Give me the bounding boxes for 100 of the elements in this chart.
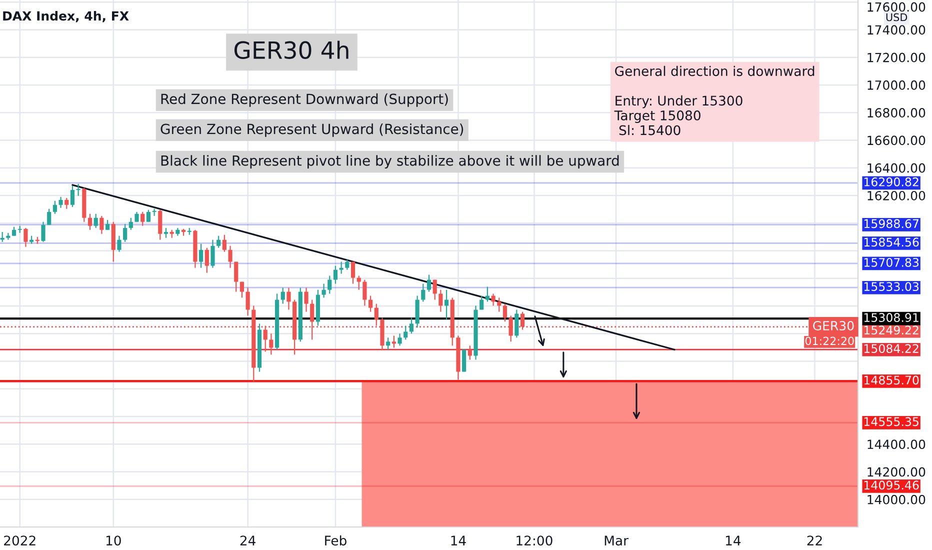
candlestick: [164, 227, 168, 238]
y-tick-label: 17600.00: [868, 2, 926, 12]
candlestick: [210, 239, 215, 268]
candlestick: [468, 345, 472, 360]
x-tick-label: Mar: [604, 536, 628, 546]
annotation: Red Zone Represent Downward (Support): [161, 93, 448, 107]
annotation: Black line Represent pivot line by stabilize above it will be upward: [161, 155, 619, 169]
candlestick: [88, 213, 92, 230]
candlestick: [339, 261, 344, 274]
candlestick: [140, 211, 145, 226]
candlestick: [432, 279, 437, 300]
candlestick: [345, 259, 350, 270]
candlestick: [462, 349, 466, 372]
candlestick: [485, 286, 490, 302]
candlestick: [421, 283, 426, 302]
y-tick-label: 16200.00: [868, 190, 926, 200]
candlestick: [286, 287, 291, 310]
candlestick: [52, 200, 57, 214]
candlestick: [246, 287, 250, 316]
ref-line-label: 15533.03: [864, 282, 919, 292]
annotation: 01:22:20: [805, 336, 854, 346]
ref-line-label: 16290.82: [864, 177, 918, 186]
candlestick: [514, 309, 519, 338]
candlestick: [350, 261, 356, 284]
ref-line-label: 15988.67: [864, 219, 918, 228]
x-tick-label: 12:00: [516, 536, 552, 546]
y-tick-label: 17400.00: [868, 25, 926, 35]
candlestick: [24, 227, 28, 248]
candlestick: [438, 289, 443, 312]
candlestick: [444, 289, 449, 320]
candlestick: [304, 287, 308, 312]
y-tick-label: 16400.00: [868, 163, 926, 173]
annotation: GER30 4h: [234, 40, 348, 60]
y-tick-label: 14400.00: [868, 440, 926, 450]
ref-line-label: 15249.22: [864, 326, 918, 335]
ref-line-label: 15707.83: [864, 258, 919, 267]
x-tick-label: 10: [106, 536, 121, 546]
candlestick: [322, 283, 326, 298]
candlestick: [100, 215, 104, 234]
text: DAX Index, 4h, FX: [3, 10, 129, 22]
ref-line-label: 14555.35: [864, 417, 918, 426]
candlestick: [497, 297, 502, 312]
annotation: Green Zone Represent Upward (Resistance): [160, 123, 464, 137]
candlestick: [117, 235, 122, 252]
candlestick: [491, 293, 496, 306]
candlestick: [386, 337, 390, 350]
x-tick-label: 24: [240, 536, 256, 546]
candlestick: [368, 295, 373, 312]
candlestick: [105, 219, 110, 230]
x-tick-label: 2022: [4, 536, 36, 546]
y-tick-label: 14000.00: [868, 494, 926, 504]
candlestick: [152, 208, 156, 216]
y-tick-label: 14200.00: [868, 467, 926, 477]
candlestick: [392, 335, 396, 348]
candlestick: [328, 275, 332, 294]
candlestick: [41, 221, 46, 242]
candlestick: [480, 295, 484, 310]
candlestick: [204, 247, 209, 274]
text: General direction is downward Entry: Under 15300 Target 15080 Sl: 15400: [614, 66, 814, 136]
candlestick: [240, 281, 244, 298]
candlestick: [409, 317, 414, 334]
candlestick: [426, 274, 432, 292]
ref-line-label: 14095.46: [864, 480, 919, 490]
candlestick: [76, 183, 80, 196]
candlestick: [146, 209, 150, 222]
candlestick: [47, 208, 52, 226]
candlestick: [222, 234, 226, 252]
y-tick-label: 17200.00: [868, 52, 926, 62]
x-tick-label: 14: [726, 536, 741, 546]
candlestick: [280, 287, 285, 304]
candlestick: [415, 295, 420, 328]
annotation: GER30: [813, 320, 854, 330]
candlestick: [70, 185, 75, 208]
candlestick: [158, 209, 162, 240]
x-tick-label: Feb: [325, 535, 346, 546]
candlestick: [356, 275, 361, 290]
x-tick-label: 14: [451, 536, 466, 546]
candlestick: [216, 235, 221, 248]
candlestick: [502, 303, 508, 322]
candlestick: [398, 333, 402, 346]
candlestick: [123, 223, 128, 242]
candlestick: [362, 279, 367, 306]
y-tick-label: 17000.00: [868, 80, 926, 90]
text: USD: [886, 13, 908, 22]
candlestick: [269, 333, 274, 356]
candlestick: [94, 213, 98, 228]
candlestick: [228, 245, 232, 268]
y-tick-label: 16600.00: [868, 136, 926, 146]
ref-line-label: 14855.70: [864, 376, 919, 385]
candlestick: [234, 261, 238, 292]
ref-line-label: 15084.22: [864, 344, 918, 354]
candlestick: [128, 217, 133, 230]
candlestick: [64, 197, 69, 210]
y-tick-label: 16800.00: [868, 108, 926, 118]
candlestick: [199, 243, 204, 268]
candlestick: [404, 325, 408, 340]
candlestick: [134, 211, 139, 222]
candlestick: [333, 265, 338, 284]
x-tick-label: 22: [807, 536, 822, 546]
candlestick: [58, 196, 63, 208]
